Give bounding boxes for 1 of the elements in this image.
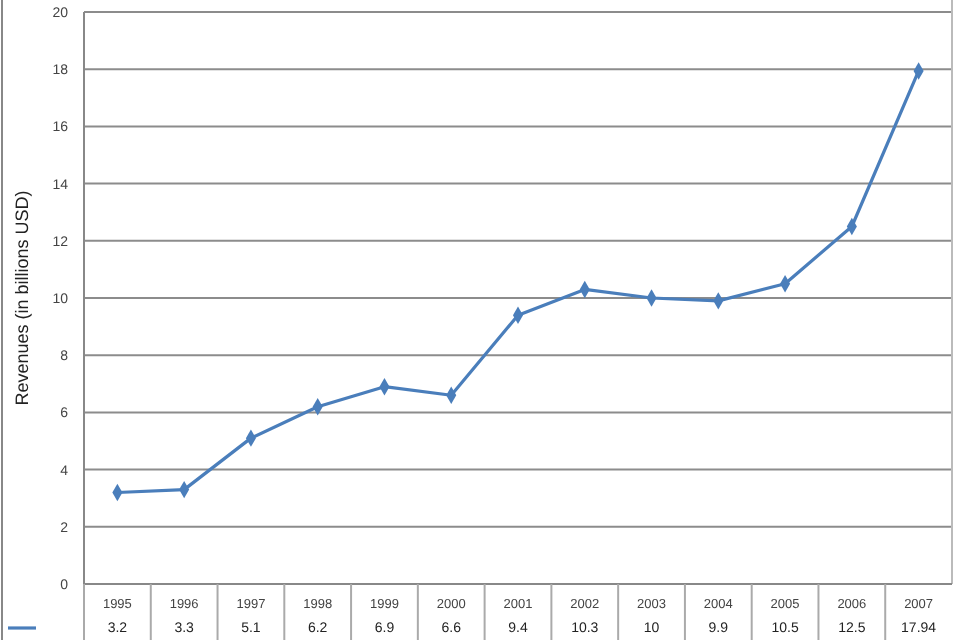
y-axis-title: Revenues (in billions USD) <box>12 190 32 406</box>
